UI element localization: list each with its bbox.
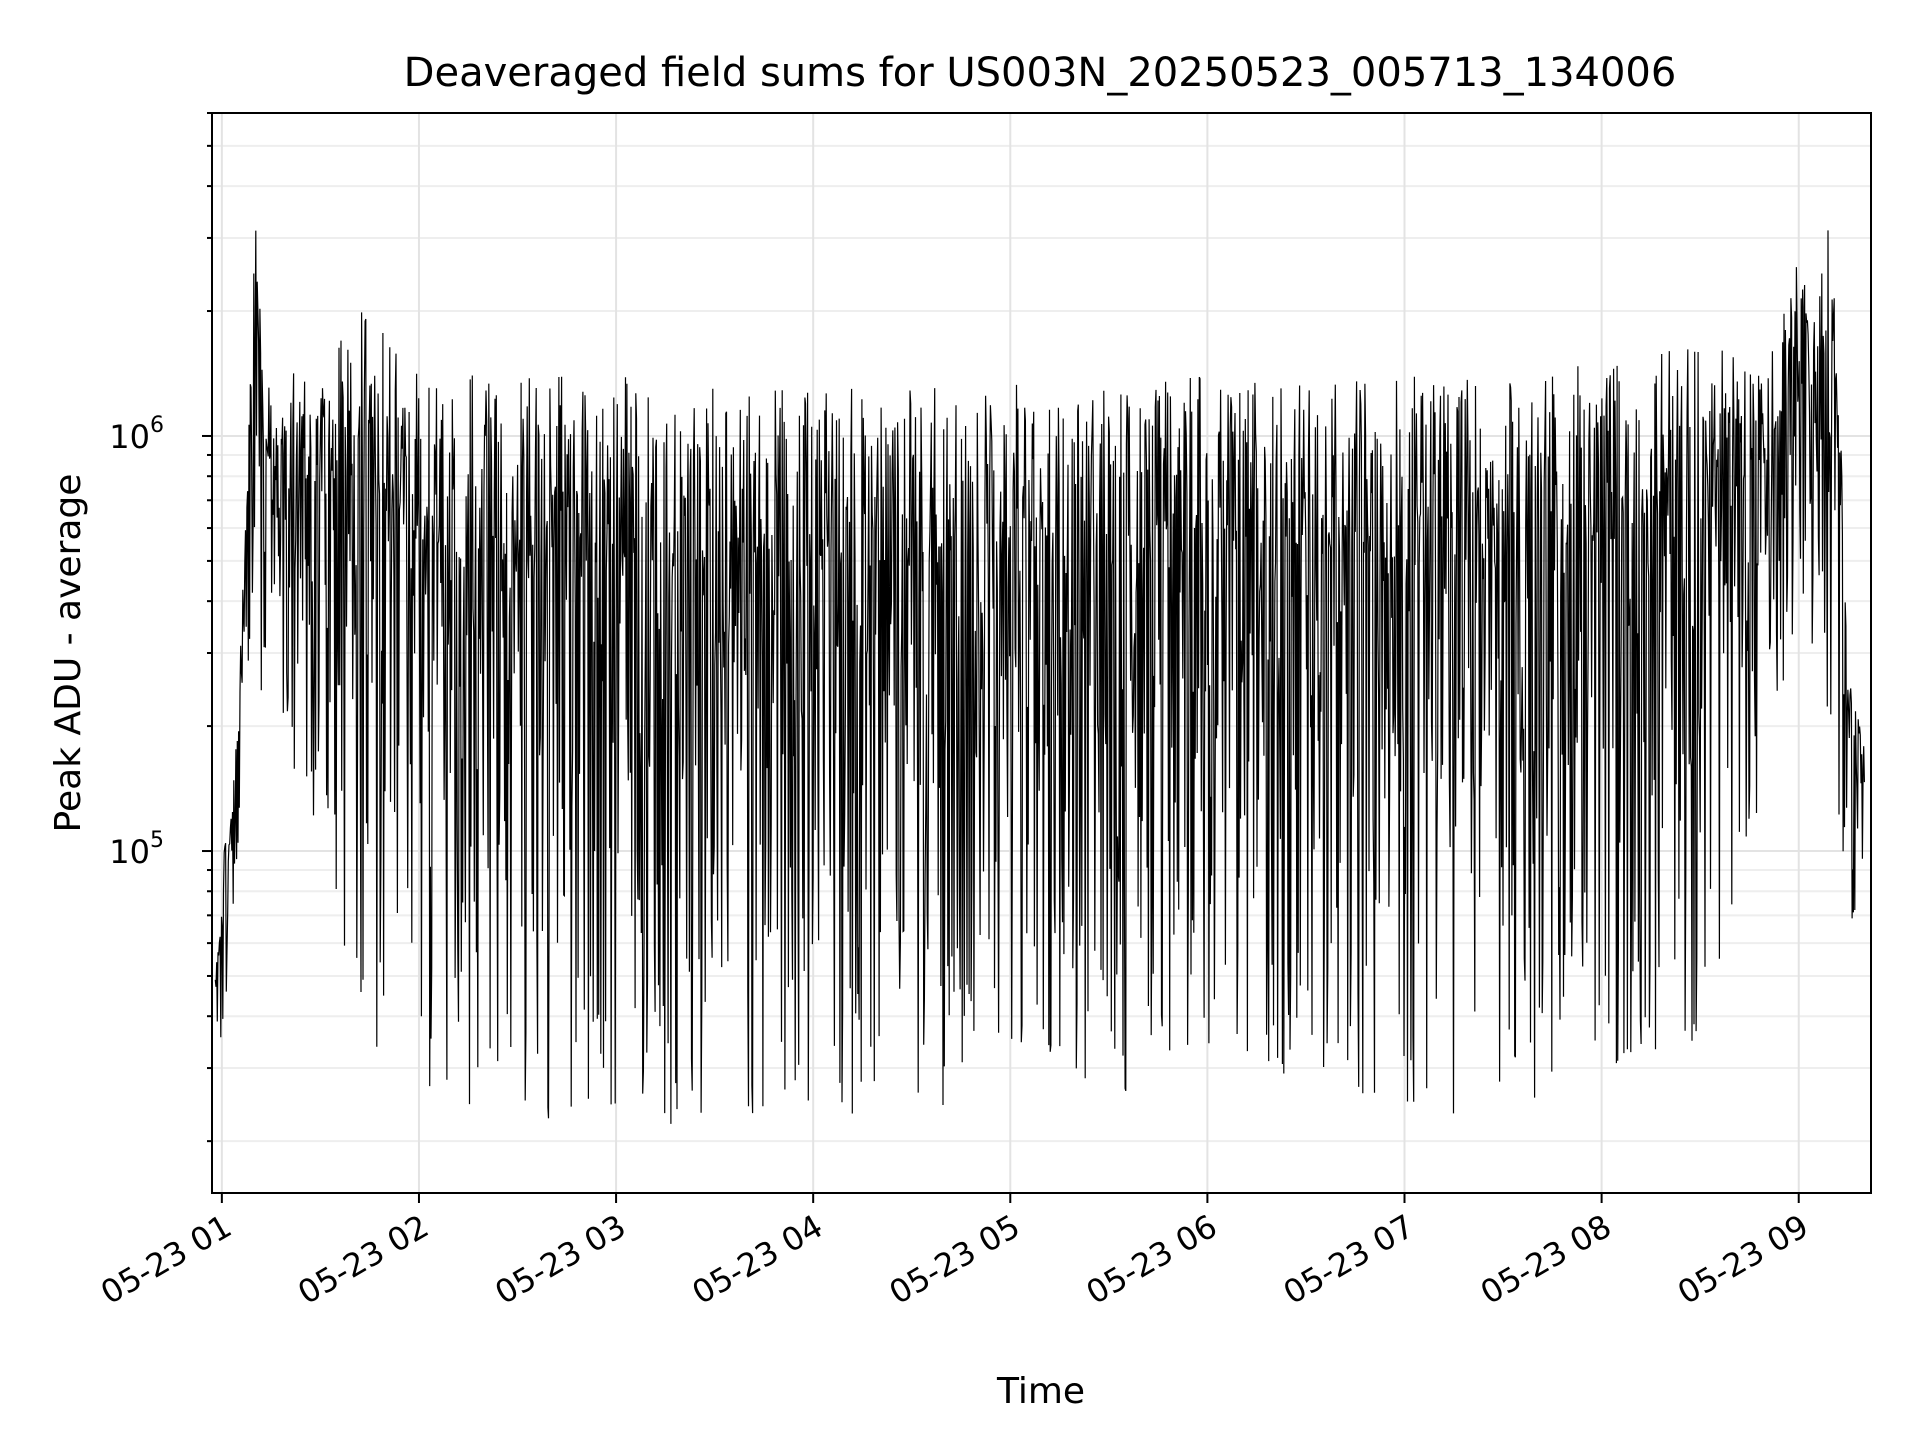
- y-tick-label: 105: [109, 828, 164, 871]
- x-tick-label: 05-23 08: [1474, 1207, 1618, 1312]
- x-tick-label: 05-23 01: [94, 1207, 238, 1312]
- x-tick-label: 05-23 04: [686, 1207, 830, 1312]
- x-tick-label: 05-23 06: [1080, 1207, 1224, 1312]
- y-axis-ticks: 105 106: [109, 112, 212, 1143]
- x-axis-label: Time: [996, 1371, 1085, 1412]
- x-tick-label: 05-23 09: [1671, 1207, 1815, 1312]
- chart-title: Deaveraged field sums for US003N_2025052…: [404, 50, 1677, 96]
- x-tick-label: 05-23 03: [488, 1207, 632, 1312]
- x-tick-label: 05-23 05: [883, 1207, 1027, 1312]
- series-layer: [214, 230, 1865, 1124]
- x-tick-label: 05-23 02: [291, 1207, 435, 1312]
- series-line-0: [214, 230, 1865, 1124]
- y-axis-label: Peak ADU - average: [48, 474, 89, 833]
- x-axis-ticks: 05-23 01 05-23 02 05-23 03 05-23 04 05-23 05…: [94, 1193, 1815, 1312]
- y-tick-label: 106: [109, 413, 164, 456]
- x-tick-label: 05-23 07: [1277, 1207, 1421, 1312]
